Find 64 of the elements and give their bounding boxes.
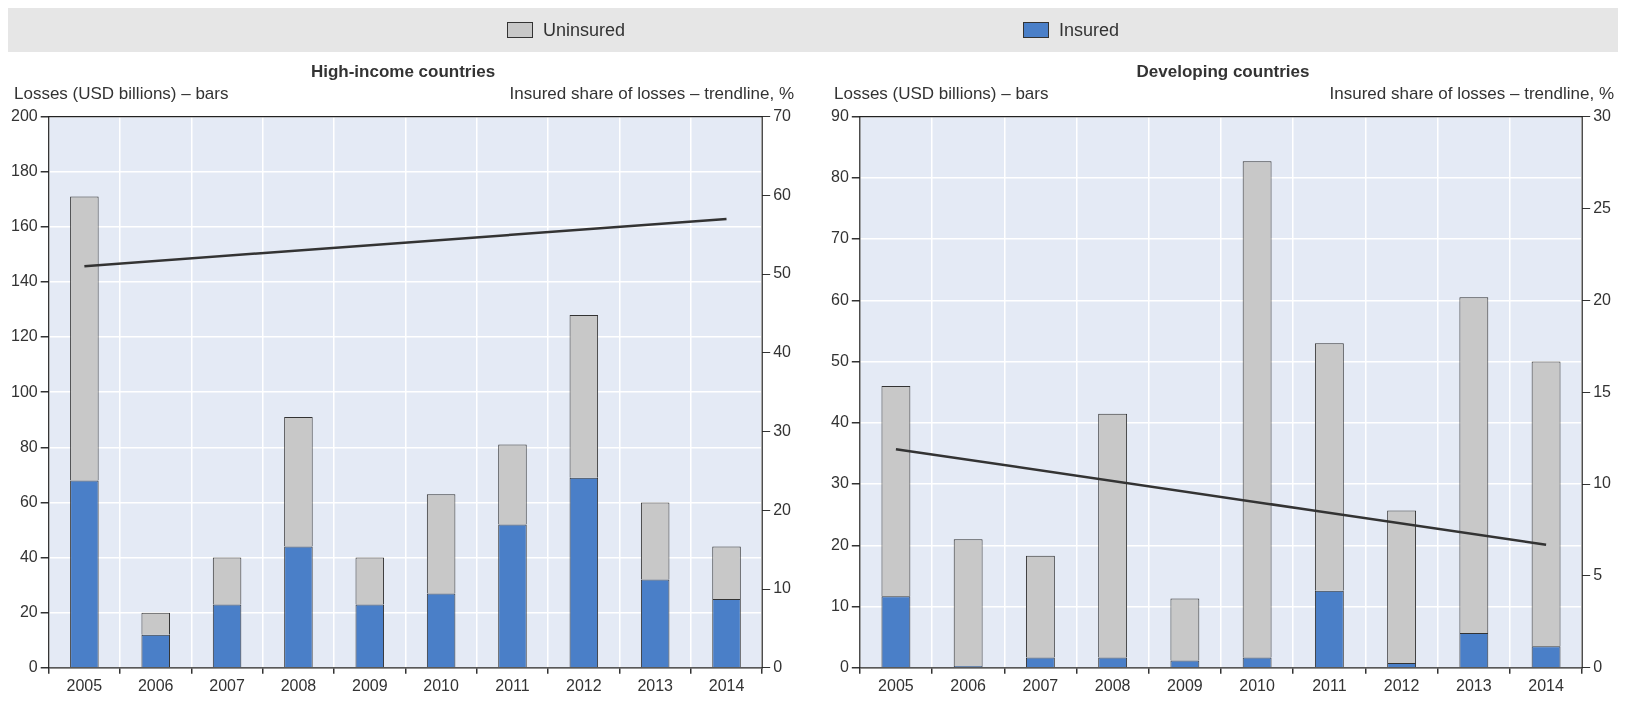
x-tick-label: 2009: [1167, 676, 1203, 694]
x-tick-label: 2011: [1312, 676, 1347, 694]
y2-tick-label: 10: [773, 579, 792, 597]
y-tick-label: 10: [831, 596, 849, 614]
y2-tick-label: 5: [1593, 566, 1603, 584]
x-tick-label: 2008: [280, 676, 317, 694]
x-tick-label: 2013: [637, 676, 674, 694]
y2-tick-label: 70: [773, 107, 792, 125]
x-tick-label: 2010: [423, 676, 460, 694]
y-tick-label: 100: [10, 382, 38, 400]
y-tick-label: 90: [831, 107, 849, 125]
y-tick-label: 200: [10, 107, 38, 125]
y-tick-label: 40: [19, 547, 38, 565]
y2-tick-label: 40: [773, 343, 792, 361]
x-tick-label: 2005: [66, 676, 103, 694]
x-tick-label: 2006: [137, 676, 174, 694]
y2-axis-title: Insured share of losses – trendline, %: [509, 84, 794, 104]
y2-tick-label: 50: [773, 264, 792, 282]
y-tick-label: 60: [831, 290, 849, 308]
y2-tick-label: 30: [773, 421, 792, 439]
x-tick-label: 2008: [1094, 676, 1131, 694]
y-tick-label: 70: [831, 229, 849, 247]
y-tick-label: 0: [839, 658, 849, 676]
chart-title: Developing countries: [1135, 62, 1311, 82]
y-tick-label: 30: [831, 474, 849, 492]
legend-label: Insured: [1058, 19, 1120, 41]
y-tick-label: 50: [831, 351, 849, 369]
y-tick-label: 120: [10, 327, 38, 345]
x-tick-label: 2007: [1022, 676, 1059, 694]
x-tick-label: 2012: [566, 676, 602, 694]
y-tick-label: 160: [10, 217, 38, 235]
y2-tick-label: 10: [1593, 474, 1612, 492]
y-tick-label: 0: [28, 658, 38, 676]
x-tick-label: 2009: [351, 676, 388, 694]
y2-tick-label: 0: [1593, 658, 1603, 676]
y-tick-label: 20: [831, 535, 849, 553]
y2-tick-label: 15: [1593, 382, 1612, 400]
x-tick-label: 2005: [878, 676, 914, 694]
x-tick-label: 2014: [708, 676, 745, 694]
y-tick-label: 60: [19, 492, 38, 510]
y2-tick-label: 25: [1593, 198, 1612, 216]
legend-label: Uninsured: [542, 19, 626, 41]
y-tick-label: 80: [831, 168, 849, 186]
y2-tick-label: 0: [773, 658, 783, 676]
y-tick-label: 40: [831, 413, 849, 431]
x-tick-label: 2007: [209, 676, 245, 694]
x-tick-label: 2014: [1528, 676, 1564, 694]
y-axis-title: Losses (USD billions) – bars: [14, 84, 229, 104]
y-tick-label: 180: [10, 162, 38, 180]
x-tick-label: 2006: [950, 676, 987, 694]
chart-title: High-income countries: [309, 62, 497, 82]
y2-tick-label: 20: [1593, 290, 1612, 308]
y2-tick-label: 30: [1593, 107, 1612, 125]
x-tick-label: 2010: [1239, 676, 1276, 694]
x-tick-label: 2013: [1456, 676, 1492, 694]
y2-tick-label: 20: [773, 500, 792, 518]
y-tick-label: 140: [10, 272, 38, 290]
y2-tick-label: 60: [773, 185, 792, 203]
x-tick-label: 2011: [495, 676, 530, 694]
y-axis-title: Losses (USD billions) – bars: [834, 84, 1049, 104]
y-tick-label: 20: [19, 603, 38, 621]
x-tick-label: 2012: [1383, 676, 1420, 694]
y2-axis-title: Insured share of losses – trendline, %: [1329, 84, 1614, 104]
y-tick-label: 80: [19, 437, 38, 455]
